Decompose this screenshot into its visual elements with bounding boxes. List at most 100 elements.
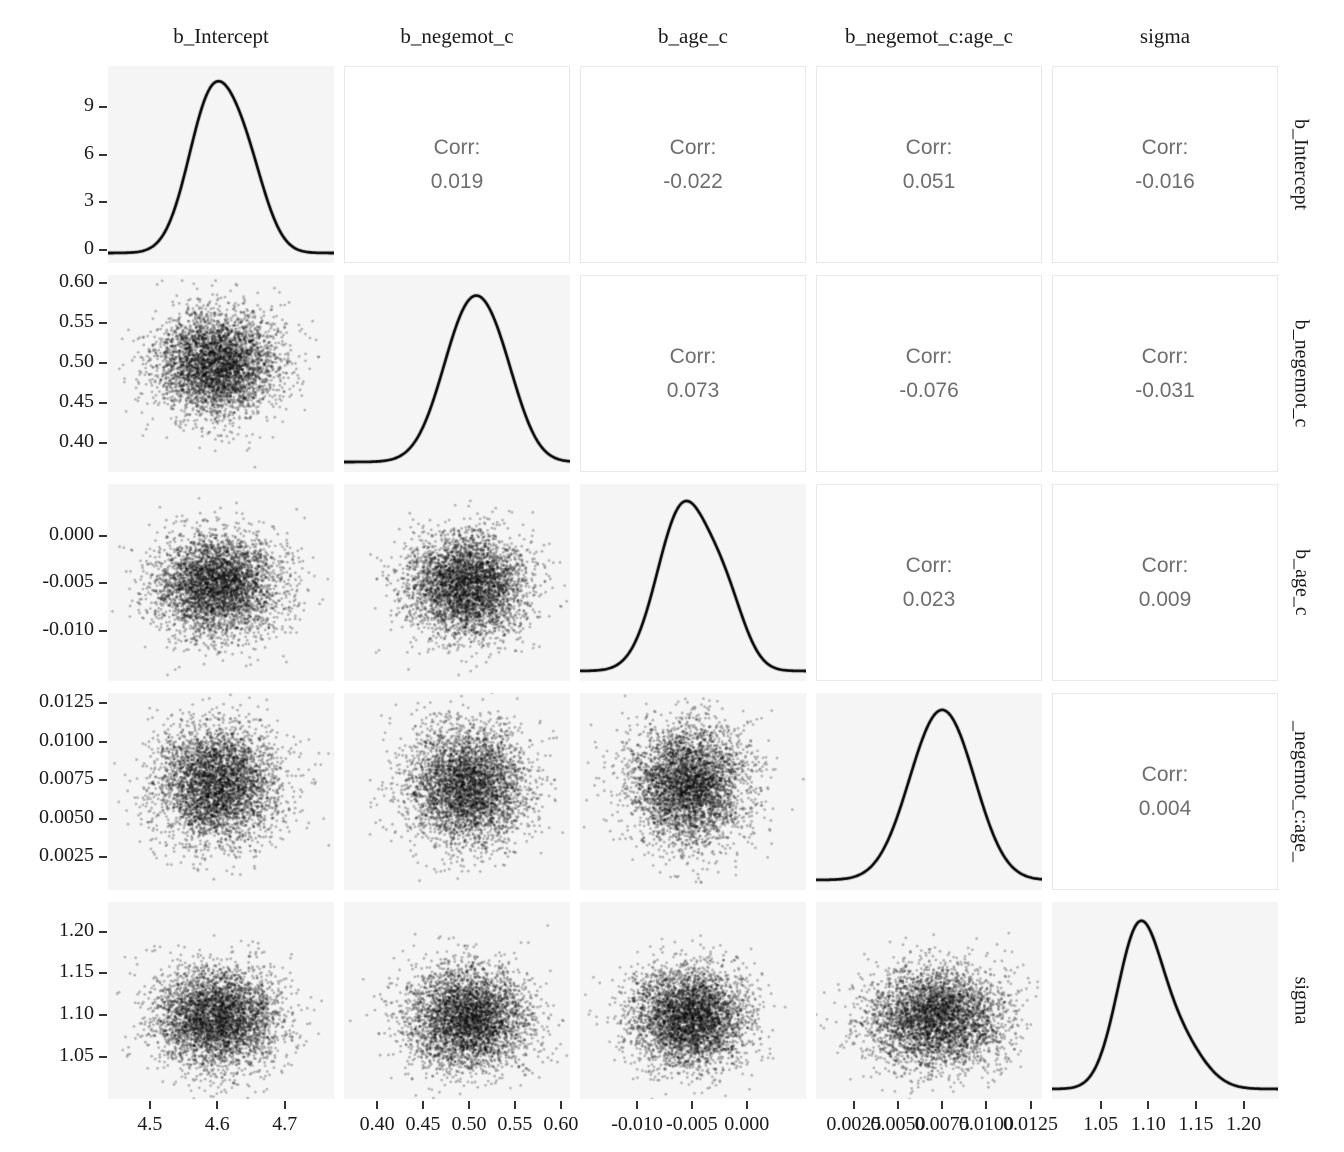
density-panel-b_negemot_c:age_c	[816, 693, 1042, 890]
x-tick-mark	[148, 1101, 151, 1109]
y-tick-mark	[99, 972, 107, 975]
y-tick-mark	[99, 201, 107, 204]
corr-value: 0.004	[1138, 796, 1192, 820]
corr-value: -0.022	[663, 169, 723, 193]
scatter-panel-sigma-vs-b_Intercept	[108, 902, 334, 1099]
x-tick-mark	[636, 1101, 639, 1109]
corr-panel-b_Intercept-vs-b_age_c: Corr: -0.022	[580, 66, 806, 263]
y-tick-label: 0.40	[59, 430, 94, 453]
x-tick-label: 0.000	[724, 1113, 770, 1135]
row-strip-b_negemot_c: b_negemot_c	[1282, 275, 1320, 472]
corr-label: Corr:	[433, 135, 481, 159]
x-tick-mark	[852, 1101, 855, 1109]
row-strip-label: sigma	[1290, 976, 1313, 1025]
scatter-points	[580, 693, 806, 890]
x-tick-mark	[941, 1101, 944, 1109]
y-tick-label: 3	[84, 189, 94, 212]
y-tick-label: -0.010	[42, 618, 94, 641]
y-tick-label: 6	[84, 141, 94, 164]
scatter-panel-b_age_c-vs-b_Intercept	[108, 484, 334, 681]
corr-value: -0.016	[1135, 169, 1195, 193]
y-tick-label: 0.0100	[39, 728, 94, 751]
x-tick-label: 1.15	[1178, 1113, 1214, 1135]
y-tick-mark	[99, 856, 107, 859]
row-strip-label: b_negemot_c	[1290, 319, 1313, 428]
scatter-points	[108, 484, 334, 681]
x-tick-mark	[1194, 1101, 1197, 1109]
y-tick-mark	[99, 817, 107, 820]
y-tick-label: 1.20	[59, 918, 94, 941]
scatter-panel-sigma-vs-b_age_c	[580, 902, 806, 1099]
column-header-b_negemot_c:age_c: b_negemot_c:age_c	[845, 24, 1013, 48]
row-strip-label: b_age_c	[1290, 549, 1313, 616]
x-tick-label: 0.50	[451, 1113, 487, 1135]
y-tick-mark	[99, 930, 107, 933]
x-tick-mark	[690, 1101, 693, 1109]
x-tick-label: 0.55	[497, 1113, 533, 1135]
scatter-points	[344, 693, 570, 890]
density-curve	[1052, 902, 1278, 1099]
y-tick-mark	[99, 702, 107, 704]
corr-label: Corr:	[669, 135, 717, 159]
x-tick-mark	[1242, 1101, 1245, 1109]
y-tick-mark	[99, 105, 107, 108]
y-tick-label: 9	[84, 93, 94, 116]
corr-value: 0.073	[666, 378, 720, 402]
scatter-panel-sigma-vs-b_negemot_c:age_c	[816, 902, 1042, 1099]
corr-panel-b_negemot_c:age_c-vs-sigma: Corr: 0.004	[1052, 693, 1278, 890]
y-tick-label: 1.10	[59, 1002, 94, 1025]
corr-label: Corr:	[905, 344, 953, 368]
row-strip-b_negemot_c:age_c: _negemot_c:age_	[1282, 693, 1320, 890]
y-tick-mark	[99, 322, 107, 325]
corr-label: Corr:	[905, 553, 953, 577]
density-panel-b_Intercept	[108, 66, 334, 263]
density-panel-b_age_c	[580, 484, 806, 681]
density-panel-sigma	[1052, 902, 1278, 1099]
scatter-points	[108, 275, 334, 472]
column-header-b_negemot_c: b_negemot_c	[400, 24, 514, 48]
y-tick-label: 0.000	[49, 522, 94, 545]
y-tick-label: 0.0125	[39, 690, 94, 712]
x-tick-mark	[422, 1101, 424, 1109]
scatter-points	[580, 902, 806, 1099]
y-tick-mark	[99, 740, 107, 743]
y-tick-label: 0.0025	[39, 844, 94, 867]
x-tick-label: -0.010	[611, 1113, 663, 1135]
x-tick-mark	[216, 1101, 219, 1109]
x-tick-label: 1.20	[1226, 1113, 1262, 1135]
y-tick-label: 0.0050	[39, 805, 94, 828]
x-tick-mark	[745, 1101, 748, 1109]
y-tick-mark	[99, 582, 107, 585]
y-tick-mark	[99, 534, 107, 537]
y-tick-mark	[99, 402, 107, 405]
column-header-b_Intercept: b_Intercept	[173, 24, 269, 48]
corr-value: 0.023	[902, 587, 956, 611]
x-tick-label: 0.0050	[870, 1113, 926, 1135]
y-tick-mark	[99, 282, 107, 284]
density-curve	[580, 484, 806, 681]
x-tick-label: 4.7	[272, 1113, 298, 1135]
x-tick-label: 0.0125	[1003, 1113, 1058, 1135]
scatter-panel-b_negemot_c:age_c-vs-b_negemot_c	[344, 693, 570, 890]
corr-value: 0.019	[430, 169, 484, 193]
scatter-panel-b_negemot_c-vs-b_Intercept	[108, 275, 334, 472]
corr-panel-b_Intercept-vs-b_negemot_c: Corr: 0.019	[344, 66, 570, 263]
density-curve	[108, 66, 334, 263]
corr-panel-b_age_c-vs-b_negemot_c:age_c: Corr: 0.023	[816, 484, 1042, 681]
x-tick-label: 4.6	[204, 1113, 230, 1135]
y-tick-mark	[99, 1014, 107, 1017]
y-tick-label: 0.55	[59, 310, 94, 333]
row-strip-b_age_c: b_age_c	[1282, 484, 1320, 681]
y-tick-label: 0	[84, 236, 94, 259]
x-tick-mark	[1029, 1101, 1032, 1109]
column-header-sigma: sigma	[1139, 24, 1191, 48]
x-tick-mark	[1147, 1101, 1150, 1109]
x-tick-label: 0.45	[405, 1113, 441, 1135]
corr-label: Corr:	[1141, 344, 1189, 368]
y-tick-label: 1.05	[59, 1043, 94, 1066]
x-tick-label: 4.5	[137, 1113, 163, 1135]
density-panel-b_negemot_c	[344, 275, 570, 472]
corr-value: -0.076	[899, 378, 959, 402]
y-tick-mark	[99, 442, 107, 445]
corr-panel-b_negemot_c-vs-b_age_c: Corr: 0.073	[580, 275, 806, 472]
